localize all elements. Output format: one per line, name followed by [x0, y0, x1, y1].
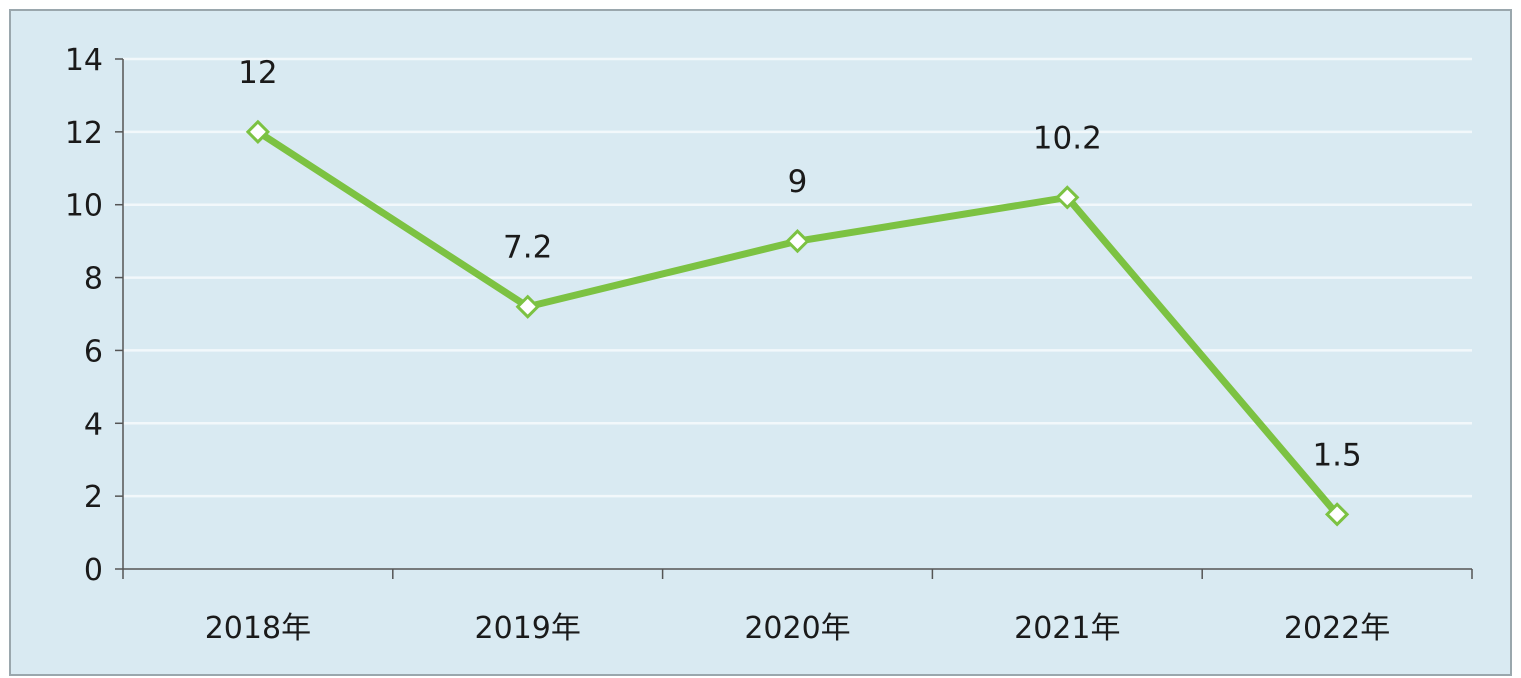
- axes: [122, 59, 1472, 570]
- data-label: 10.2: [1033, 120, 1102, 156]
- y-tick-label: 2: [84, 480, 103, 515]
- gridlines: [123, 57, 1472, 498]
- y-tick-label: 4: [84, 407, 103, 442]
- data-point-marker: [785, 229, 810, 254]
- x-axis-ticks: 2018年 2019年 2020年 2021年 2022年: [122, 569, 1473, 646]
- y-tick-label: 8: [84, 262, 103, 297]
- x-tick-label: 2019年: [475, 611, 581, 646]
- chart-frame: [9, 9, 1512, 676]
- y-axis-ticks: 0 2 4 6 8 10 12 14: [65, 43, 123, 588]
- data-label: 12: [238, 55, 277, 91]
- y-tick-label: 10: [65, 189, 103, 224]
- data-label: 1.5: [1312, 437, 1361, 473]
- y-tick-label: 12: [65, 116, 103, 151]
- series-markers: [245, 119, 1350, 527]
- data-label: 7.2: [503, 230, 552, 266]
- y-tick-label: 0: [84, 553, 103, 588]
- data-point-marker: [515, 294, 540, 319]
- y-tick-label: 6: [84, 334, 103, 369]
- x-tick-label: 2022年: [1284, 611, 1390, 646]
- data-point-marker: [245, 119, 271, 144]
- x-tick-label: 2020年: [744, 611, 850, 646]
- y-tick-label: 14: [65, 43, 103, 78]
- x-tick-label: 2021年: [1014, 611, 1120, 646]
- data-point-marker: [1324, 502, 1350, 527]
- data-labels: 12 7.2 9 10.2 1.5: [238, 55, 1362, 474]
- x-tick-label: 2018年: [205, 611, 311, 646]
- data-label: 9: [788, 164, 808, 200]
- data-point-marker: [1055, 185, 1080, 210]
